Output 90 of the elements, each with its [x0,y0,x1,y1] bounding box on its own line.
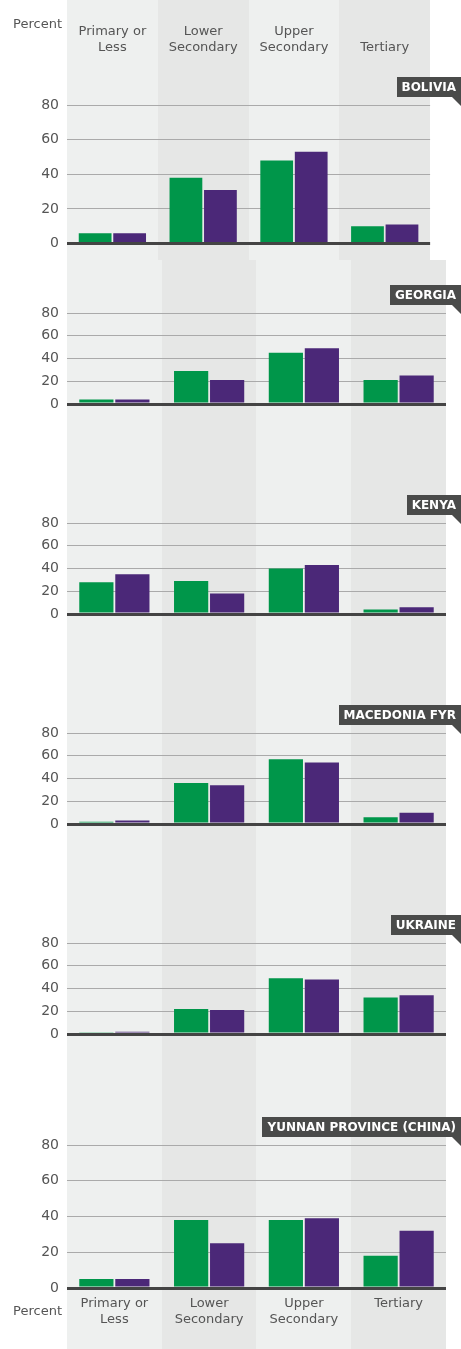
bar [174,371,209,403]
bar [268,568,303,613]
y-tick-label: 20 [41,581,59,598]
bar [78,233,112,243]
bar [174,581,209,613]
bar [304,762,339,823]
y-tick-label: 20 [41,371,59,388]
chart-title: UKRAINE [390,915,461,935]
x-tick-label: Tertiary [359,38,410,54]
y-tick-label: 20 [41,1001,59,1018]
y-tick-label: 80 [41,513,59,530]
bar [115,399,150,403]
y-tick-label: 80 [41,723,59,740]
x-tick-label: Lower Secondary [174,1295,244,1326]
bar [169,177,203,243]
bar [260,160,294,243]
bar [268,759,303,823]
bar [399,995,434,1033]
chart-title: KENYA [406,495,461,515]
y-tick-label: 60 [41,1171,59,1188]
bar [363,609,398,613]
bar [385,224,419,243]
bar [268,1220,303,1287]
bar [174,1008,209,1033]
bar [363,380,398,403]
bar [304,979,339,1033]
x-tick-label: Lower Secondary [168,22,238,54]
bar [204,189,237,243]
bar [210,1243,245,1287]
bar [210,593,245,613]
y-tick-label: 0 [50,234,59,251]
bar [268,352,303,403]
bar [115,574,150,613]
y-tick-label: 40 [41,979,59,996]
y-tick-label: 40 [41,559,59,576]
y-tick-label: 0 [50,394,59,411]
bar [79,399,114,403]
bar [351,226,384,243]
y-tick-label: 40 [41,349,59,366]
y-tick-label: 40 [41,164,59,181]
y-tick-label: 0 [50,1024,59,1041]
bar [399,812,434,823]
y-tick-label: 20 [41,791,59,808]
chart-title: YUNNAN PROVINCE (CHINA) [262,1117,461,1137]
bar [363,997,398,1033]
y-axis-title: Percent [13,1303,62,1319]
bar [304,348,339,403]
y-tick-label: 60 [41,326,59,343]
y-tick-label: 20 [41,199,59,216]
x-tick-label: Primary or Less [80,1295,149,1326]
bar [399,607,434,613]
y-tick-label: 40 [41,769,59,786]
bar [210,1010,245,1033]
bar [399,375,434,403]
y-tick-label: 20 [41,1242,59,1259]
bar [268,978,303,1033]
bar [399,1230,434,1287]
y-tick-label: 0 [50,814,59,831]
x-tick-label: Upper Secondary [269,1295,339,1326]
y-tick-label: 40 [41,1207,59,1224]
chart-title: MACEDONIA FYR [338,705,461,725]
y-tick-label: 80 [41,933,59,950]
bar [363,1255,398,1287]
bar [115,1279,150,1287]
x-tick-label: Tertiary [373,1295,424,1311]
bar [210,380,245,403]
y-tick-label: 80 [41,303,59,320]
chart-title: GEORGIA [389,285,461,305]
bar [363,817,398,823]
bar [174,783,209,823]
bar [210,785,245,823]
bar [294,151,328,243]
bar [113,233,147,243]
y-tick-label: 60 [41,536,59,553]
y-tick-label: 60 [41,746,59,763]
x-tick-label: Upper Secondary [259,22,329,54]
bar [174,1220,209,1287]
bar [304,565,339,613]
y-tick-label: 0 [50,604,59,621]
y-tick-label: 80 [41,95,59,112]
y-tick-label: 80 [41,1135,59,1152]
y-tick-label: 0 [50,1278,59,1295]
y-axis-title: Percent [13,16,62,32]
bar [79,1279,114,1287]
x-tick-label: Primary or Less [78,22,147,54]
y-tick-label: 60 [41,130,59,147]
chart-title: BOLIVIA [396,77,461,97]
bar [79,582,114,613]
y-tick-label: 60 [41,956,59,973]
bar [304,1218,339,1287]
